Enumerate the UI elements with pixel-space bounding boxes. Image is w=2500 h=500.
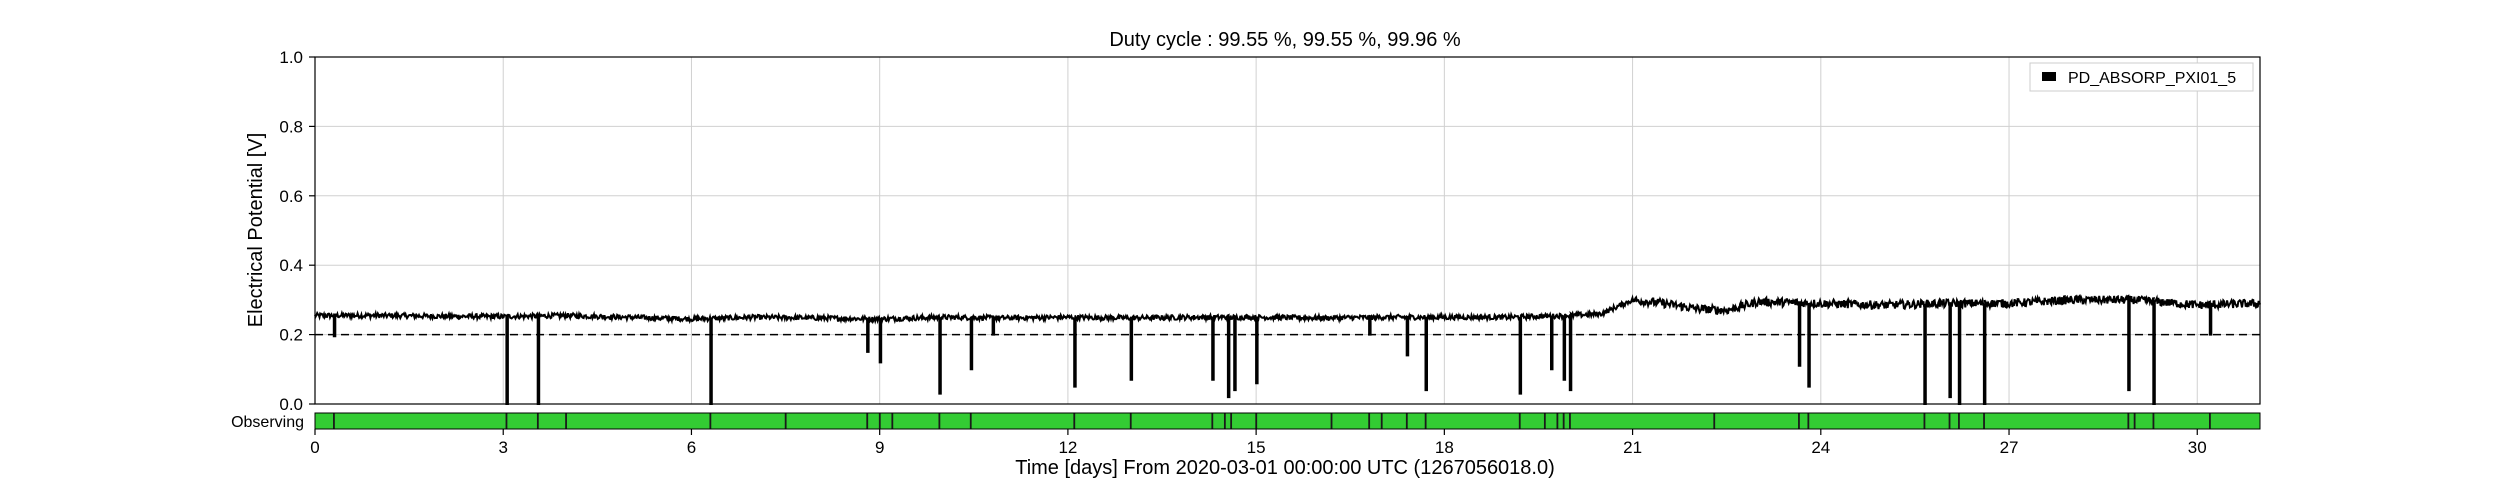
- plot-border: [314, 56, 2261, 405]
- segment-gap: [536, 413, 539, 429]
- x-tick-label: 18: [1435, 438, 1454, 457]
- segment-gap: [1518, 413, 1521, 429]
- segment-gap: [878, 413, 881, 429]
- segment-gap: [1713, 413, 1716, 429]
- segment-gap: [1405, 413, 1408, 429]
- segment-gap: [565, 413, 567, 429]
- x-axis: 0 3 6 9 12 15 18 21 24 27 30: [310, 429, 2207, 457]
- segment-gap: [2133, 413, 2136, 429]
- segment-gap: [1230, 413, 1233, 429]
- segment-gap: [784, 413, 787, 429]
- series-line-pd-absorp-pxi01-5: [314, 293, 2261, 405]
- segment-gap: [2152, 413, 2155, 429]
- segment-gap: [1569, 413, 1571, 429]
- legend-box: [2029, 62, 2254, 92]
- segment-gap: [1807, 413, 1810, 429]
- segment-bar: [315, 413, 2260, 429]
- segment-gap: [1562, 413, 1565, 429]
- segment-gap: [1958, 413, 1960, 429]
- segment-gap: [1129, 413, 1132, 429]
- segment-gap: [1983, 413, 1985, 429]
- segment-gap: [1948, 413, 1951, 429]
- segment-label: Observing: [231, 414, 304, 431]
- y-tick-label: 0.6: [279, 187, 303, 206]
- x-tick-label: 9: [875, 438, 884, 457]
- x-tick-label: 21: [1623, 438, 1642, 457]
- y-tick-label: 0.4: [279, 256, 303, 275]
- x-tick-label: 30: [2188, 438, 2207, 457]
- segment-gap: [1255, 413, 1258, 429]
- x-tick-label: 27: [2000, 438, 2019, 457]
- x-tick-label: 6: [687, 438, 696, 457]
- y-axis-label: Electrical Potential [V]: [245, 133, 267, 328]
- segment-gap: [866, 413, 869, 429]
- segment-gap: [1073, 413, 1076, 429]
- segment-gap: [1211, 413, 1214, 429]
- x-tick-label: 3: [498, 438, 507, 457]
- segment-gap: [709, 413, 712, 429]
- legend-swatch: [2042, 72, 2056, 81]
- x-tick-label: 24: [1811, 438, 1830, 457]
- segment-gap: [938, 413, 941, 429]
- x-tick-label: 0: [310, 438, 319, 457]
- y-axis: 0.0 0.2 0.4 0.6 0.8 1.0: [279, 48, 315, 414]
- segment-gap: [1923, 413, 1926, 429]
- segment-gap: [2127, 413, 2130, 429]
- segment-gap: [505, 413, 508, 429]
- legend-entry: PD_ABSORP_PXI01_5: [2068, 70, 2236, 87]
- y-tick-label: 0.0: [279, 395, 303, 414]
- segment-border: [314, 412, 2261, 430]
- x-axis-label: Time [days] From 2020-03-01 00:00:00 UTC…: [1015, 457, 1555, 479]
- segment-gap: [1798, 413, 1800, 429]
- segment-gap: [1556, 413, 1559, 429]
- segment-gap: [1543, 413, 1546, 429]
- y-tick-label: 0.2: [279, 326, 303, 345]
- plot-area: [314, 56, 2261, 405]
- x-tick-label: 12: [1058, 438, 1077, 457]
- segment-gap: [1380, 413, 1383, 429]
- segment-gap: [1368, 413, 1371, 429]
- segment-gap: [1424, 413, 1427, 429]
- x-tick-label: 15: [1247, 438, 1266, 457]
- y-tick-label: 1.0: [279, 48, 303, 67]
- segment-gaps: [314, 412, 2261, 430]
- chart-title: Duty cycle : 99.55 %, 99.55 %, 99.96 %: [1109, 29, 1461, 51]
- segment-gap: [969, 413, 972, 429]
- segment-gap: [1330, 413, 1333, 429]
- segment-gap: [2209, 413, 2211, 429]
- segment-gap: [1223, 413, 1226, 429]
- y-tick-label: 0.8: [279, 117, 303, 136]
- observing-segment-bar: Observing: [231, 412, 2261, 431]
- legend: PD_ABSORP_PXI01_5: [2029, 62, 2254, 92]
- segment-gap: [891, 413, 894, 429]
- plot-frame: [315, 57, 2260, 404]
- segment-gap: [333, 413, 335, 429]
